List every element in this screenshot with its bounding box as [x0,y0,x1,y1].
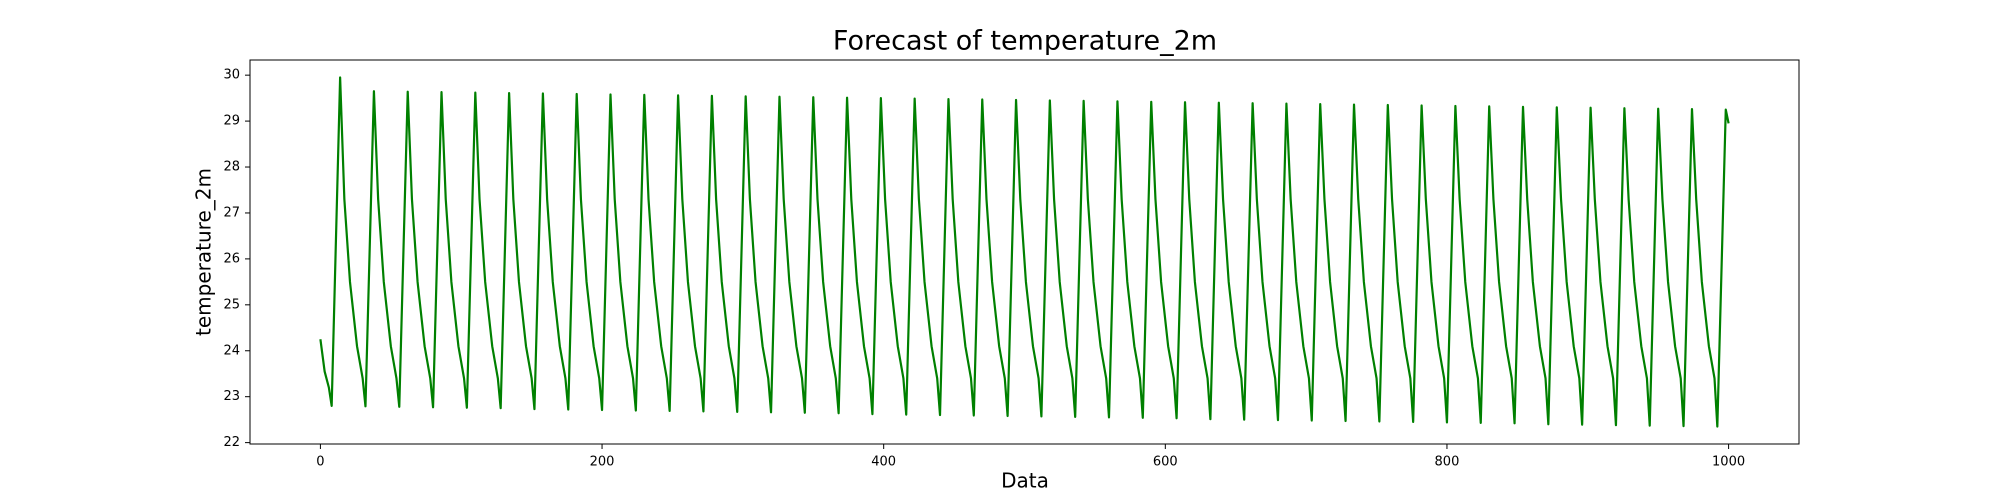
y-tick-label: 22 [223,435,240,450]
x-tick-label: 400 [871,455,896,470]
x-tick-label: 0 [316,455,324,470]
x-axis-label: Data [1001,469,1049,493]
y-tick-label: 29 [223,114,240,129]
chart-title: Forecast of temperature_2m [833,26,1217,57]
y-tick-label: 28 [223,160,240,175]
y-tick-label: 30 [223,68,240,83]
x-tick-label: 1000 [1712,455,1745,470]
y-tick-label: 23 [223,389,240,404]
x-tick-label: 800 [1435,455,1460,470]
y-axis-label: temperature_2m [192,168,216,336]
y-tick-label: 25 [223,297,240,312]
y-tick-label: 24 [223,343,240,358]
x-tick-label: 200 [590,455,615,470]
plot-frame [249,59,1800,445]
x-tick-label: 600 [1153,455,1178,470]
y-tick-label: 27 [223,205,240,220]
y-tick-label: 26 [223,251,240,266]
data-line [319,76,1730,428]
